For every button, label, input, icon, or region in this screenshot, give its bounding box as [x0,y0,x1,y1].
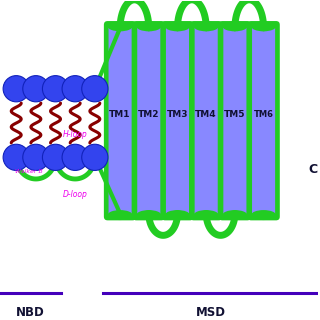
Ellipse shape [136,21,161,31]
Ellipse shape [194,210,219,220]
FancyBboxPatch shape [247,21,280,220]
Ellipse shape [165,210,190,220]
Text: MSD: MSD [196,306,226,318]
Circle shape [3,144,29,171]
FancyBboxPatch shape [166,25,189,216]
Circle shape [43,144,68,171]
Circle shape [82,144,108,171]
FancyBboxPatch shape [223,25,246,216]
Text: TM1: TM1 [109,110,131,119]
FancyBboxPatch shape [104,21,136,220]
Ellipse shape [136,210,161,220]
Circle shape [82,76,108,102]
Text: TM2: TM2 [138,110,160,119]
Circle shape [23,76,49,102]
FancyBboxPatch shape [137,25,160,216]
Circle shape [43,76,68,102]
Ellipse shape [251,21,276,31]
Circle shape [62,144,88,171]
Ellipse shape [165,21,190,31]
FancyBboxPatch shape [161,21,194,220]
Text: TM5: TM5 [224,110,246,119]
Text: TM3: TM3 [167,110,188,119]
Ellipse shape [108,21,132,31]
Ellipse shape [251,210,276,220]
FancyBboxPatch shape [132,21,165,220]
FancyBboxPatch shape [252,25,275,216]
Ellipse shape [222,21,247,31]
Text: Walker B: Walker B [15,169,43,174]
Ellipse shape [222,210,247,220]
Circle shape [23,144,49,171]
Ellipse shape [194,21,219,31]
Circle shape [62,76,88,102]
Text: TM4: TM4 [196,110,217,119]
Text: NBD: NBD [16,306,45,318]
FancyBboxPatch shape [219,21,251,220]
Circle shape [3,76,29,102]
Ellipse shape [108,210,132,220]
FancyBboxPatch shape [108,25,132,216]
FancyBboxPatch shape [195,25,218,216]
Text: TM6: TM6 [253,110,274,119]
Text: H-loop: H-loop [63,130,88,139]
Text: D-loop: D-loop [63,190,88,199]
FancyBboxPatch shape [190,21,222,220]
Text: C: C [309,163,318,176]
